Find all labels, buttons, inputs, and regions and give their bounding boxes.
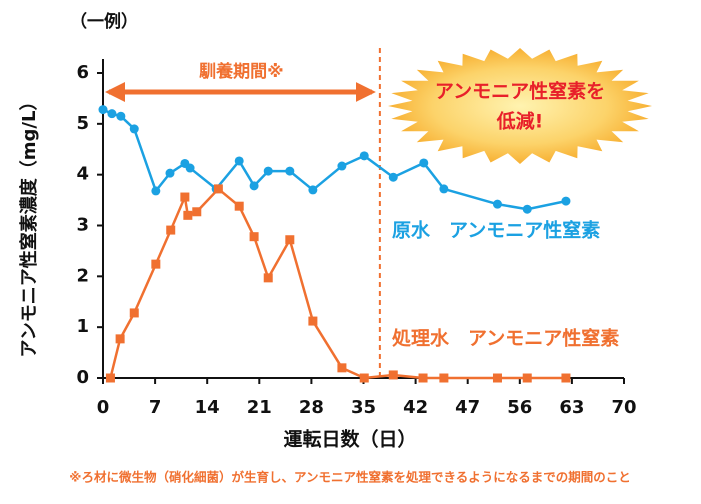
y-tick-label: 2 <box>76 265 89 286</box>
point <box>105 373 115 383</box>
point <box>359 373 369 383</box>
point <box>151 186 161 196</box>
y-tick-label: 4 <box>76 164 89 185</box>
y-tick-label: 6 <box>76 62 89 83</box>
point <box>263 273 273 283</box>
series-line <box>102 108 567 211</box>
point <box>249 232 259 242</box>
x-tick-label: 7 <box>149 397 162 418</box>
point <box>419 158 429 168</box>
point <box>522 373 532 383</box>
point <box>285 166 295 176</box>
series-line <box>109 187 566 380</box>
x-tick-label: 0 <box>97 397 110 418</box>
point <box>115 334 125 344</box>
point <box>180 192 190 202</box>
point <box>492 199 502 209</box>
x-tick-label: 56 <box>507 397 532 418</box>
point <box>263 166 273 176</box>
point <box>183 210 193 220</box>
x-tick-label: 28 <box>299 397 324 418</box>
point <box>359 151 369 161</box>
point <box>107 109 117 119</box>
point <box>129 308 139 318</box>
y-tick-label: 3 <box>76 215 89 236</box>
x-tick-label: 47 <box>455 397 480 418</box>
y-axis-label: アンモニア性窒素濃度（mg/L） <box>18 93 40 358</box>
point <box>151 259 161 269</box>
point <box>213 184 223 194</box>
point <box>166 225 176 235</box>
point <box>439 373 449 383</box>
point <box>165 168 175 178</box>
point <box>234 201 244 211</box>
footnote: ※ろ材に微生物（硝化細菌）が生育し、アンモニア性窒素を処理できるようになるまでの… <box>69 470 630 485</box>
point <box>561 196 571 206</box>
x-tick-label: 42 <box>403 397 428 418</box>
point <box>98 105 108 115</box>
acclimation-label: 馴養期間※ <box>199 61 284 82</box>
x-tick-label: 63 <box>559 397 584 418</box>
point <box>337 363 347 373</box>
x-tick-label: 70 <box>611 397 636 418</box>
x-tick-label: 21 <box>247 397 272 418</box>
note-top: （一例） <box>70 11 138 32</box>
point <box>439 184 449 194</box>
x-tick-label: 14 <box>195 397 220 418</box>
x-axis-label: 運転日数（日） <box>283 428 416 451</box>
point <box>388 370 398 380</box>
x-tick-label: 35 <box>351 397 376 418</box>
point <box>192 207 202 217</box>
point <box>116 111 126 121</box>
series-label: 原水 アンモニア性窒素 <box>392 219 600 242</box>
series-label: 処理水 アンモニア性窒素 <box>392 327 619 350</box>
point <box>234 156 244 166</box>
point <box>308 316 318 326</box>
point <box>388 172 398 182</box>
point <box>418 373 428 383</box>
point <box>492 373 502 383</box>
y-tick-label: 0 <box>76 367 89 388</box>
point <box>285 235 295 245</box>
point <box>308 185 318 195</box>
point <box>185 163 195 173</box>
burst-text: アンモニア性窒素を <box>435 80 605 103</box>
burst-text: 低減! <box>496 110 544 133</box>
starburst <box>388 48 652 164</box>
point <box>522 204 532 214</box>
point <box>129 124 139 134</box>
point <box>249 181 259 191</box>
point <box>337 161 347 171</box>
y-tick-label: 1 <box>76 316 89 337</box>
point <box>561 373 571 383</box>
y-tick-label: 5 <box>76 113 89 134</box>
